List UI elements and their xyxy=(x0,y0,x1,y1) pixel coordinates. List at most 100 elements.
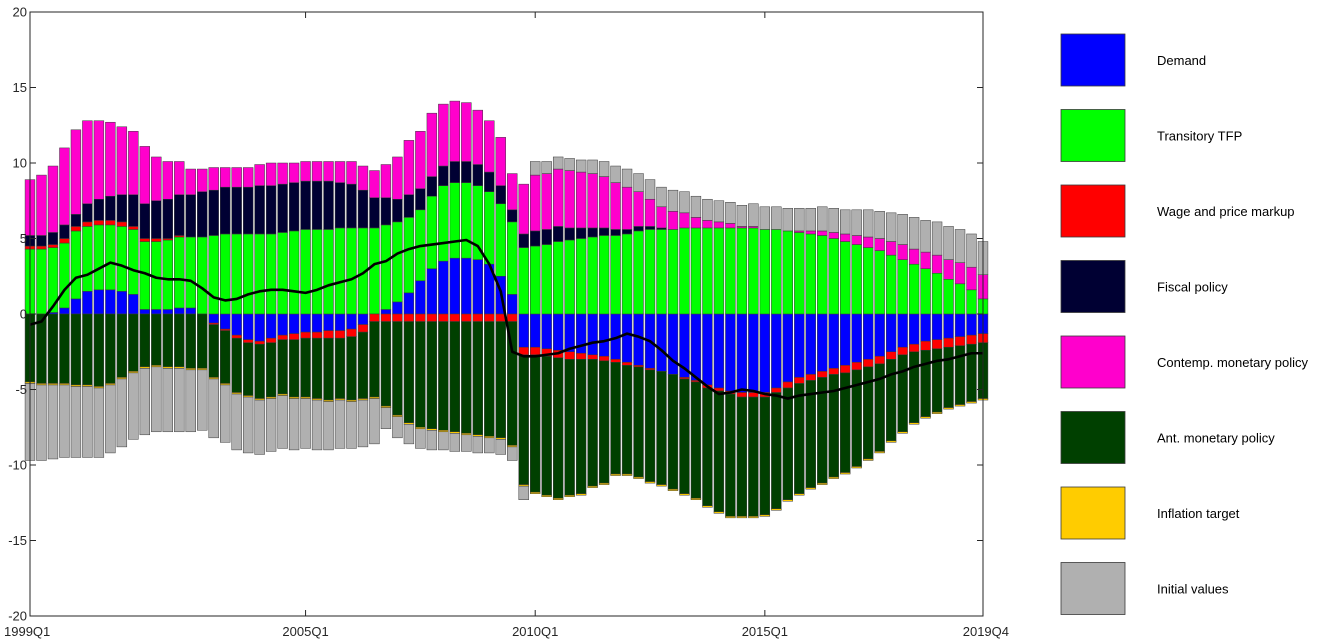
bar-segment-fiscal-policy-33 xyxy=(403,194,415,218)
bar-segment-wage-and-price-markup-50 xyxy=(598,356,610,362)
bar-segment-fiscal-policy-53 xyxy=(633,226,644,232)
bar-segment-demand-75 xyxy=(885,313,897,352)
bar-segment-initial-values-3 xyxy=(59,384,70,458)
bar-segment-ant-monetary-policy-40 xyxy=(484,321,495,437)
bar-segment-fiscal-policy-34 xyxy=(415,188,426,211)
bar-segment-inflation-target-61 xyxy=(725,516,736,519)
bar-segment-demand-5 xyxy=(82,291,93,315)
bar-segment-transitory-tfp-33 xyxy=(403,217,415,294)
bar-segment-initial-values-30 xyxy=(369,398,380,445)
bar-segment-wage-and-price-markup-23 xyxy=(288,333,300,340)
bar-segment-transitory-tfp-48 xyxy=(575,238,587,315)
bar-segment-transitory-tfp-26 xyxy=(323,229,334,315)
legend-swatch-contemp-monetary-policy xyxy=(1060,335,1126,389)
bar-segment-transitory-tfp-32 xyxy=(392,221,403,303)
bar-segment-transitory-tfp-35 xyxy=(426,195,438,269)
bar-segment-demand-50 xyxy=(598,313,610,357)
bar-segment-wage-and-price-markup-21 xyxy=(265,337,277,343)
bar-segment-initial-values-59 xyxy=(702,198,713,221)
bar-segment-transitory-tfp-77 xyxy=(908,263,920,315)
bar-segment-transitory-tfp-71 xyxy=(840,241,851,315)
bar-segment-initial-values-1 xyxy=(36,384,47,461)
bar-segment-fiscal-policy-25 xyxy=(311,180,323,230)
bar-segment-contemp-monetary-policy-52 xyxy=(621,186,633,230)
bar-segment-wage-and-price-markup-48 xyxy=(575,353,587,360)
bar-segment-transitory-tfp-15 xyxy=(197,236,208,315)
bar-segment-transitory-tfp-9 xyxy=(128,229,139,295)
bar-segment-initial-values-35 xyxy=(426,430,438,451)
bar-segment-fiscal-policy-15 xyxy=(197,191,208,238)
bar-segment-wage-and-price-markup-2 xyxy=(47,244,59,248)
bar-segment-initial-values-13 xyxy=(174,368,185,433)
bar-segment-contemp-monetary-policy-27 xyxy=(334,161,346,183)
bar-segment-initial-values-32 xyxy=(392,416,403,439)
bar-segment-fiscal-policy-54 xyxy=(644,226,656,230)
bar-segment-contemp-monetary-policy-75 xyxy=(885,241,897,256)
bar-segment-contemp-monetary-policy-19 xyxy=(242,167,254,188)
bar-segment-transitory-tfp-55 xyxy=(656,229,667,315)
bar-segment-transitory-tfp-8 xyxy=(116,226,128,292)
bar-segment-initial-values-7 xyxy=(105,384,116,454)
bar-segment-transitory-tfp-19 xyxy=(242,233,254,315)
bar-segment-transitory-tfp-49 xyxy=(587,236,598,315)
bar-segment-demand-66 xyxy=(782,313,793,383)
bar-segment-inflation-target-49 xyxy=(587,485,598,488)
bar-segment-contemp-monetary-policy-17 xyxy=(220,167,231,188)
bar-segment-inflation-target-55 xyxy=(656,484,667,487)
bar-segment-wage-and-price-markup-30 xyxy=(369,313,380,322)
bar-segment-fiscal-policy-41 xyxy=(495,185,506,205)
bar-segment-demand-76 xyxy=(897,313,908,348)
bar-segment-demand-12 xyxy=(162,309,173,315)
bar-segment-demand-11 xyxy=(151,309,162,315)
bar-segment-contemp-monetary-policy-28 xyxy=(346,161,357,185)
bar-segment-initial-values-47 xyxy=(564,158,575,171)
bar-segment-ant-monetary-policy-24 xyxy=(300,337,311,398)
bar-segment-transitory-tfp-63 xyxy=(748,227,759,315)
bar-segment-contemp-monetary-policy-37 xyxy=(449,100,461,162)
bar-segment-ant-monetary-policy-41 xyxy=(495,321,506,439)
bar-segment-ant-monetary-policy-55 xyxy=(656,371,667,485)
bar-segment-contemp-monetary-policy-11 xyxy=(151,156,162,202)
bar-segment-wage-and-price-markup-11 xyxy=(151,238,162,242)
bar-segment-transitory-tfp-80 xyxy=(943,279,954,315)
bar-segment-demand-60 xyxy=(713,313,725,389)
bar-segment-demand-29 xyxy=(357,313,369,325)
bar-segment-transitory-tfp-47 xyxy=(564,239,575,315)
bar-segment-inflation-target-69 xyxy=(817,482,828,485)
bar-segment-ant-monetary-policy-7 xyxy=(105,313,116,384)
legend-label-contemp-monetary-policy: Contemp. monetary policy xyxy=(1157,355,1309,370)
bar-segment-transitory-tfp-50 xyxy=(598,235,610,315)
bar-segment-demand-67 xyxy=(794,313,805,378)
bar-segment-contemp-monetary-policy-23 xyxy=(288,162,300,183)
bar-segment-inflation-target-50 xyxy=(598,482,610,485)
bar-segment-initial-values-18 xyxy=(231,393,242,451)
bar-segment-initial-values-34 xyxy=(415,428,426,449)
bar-segment-ant-monetary-policy-44 xyxy=(530,354,541,493)
bar-segment-fiscal-policy-42 xyxy=(507,209,518,223)
bar-segment-ant-monetary-policy-78 xyxy=(920,349,931,417)
bar-segment-demand-61 xyxy=(725,313,736,392)
bar-segment-transitory-tfp-1 xyxy=(36,248,47,315)
bar-segment-demand-72 xyxy=(851,313,862,363)
bar-segment-contemp-monetary-policy-53 xyxy=(633,191,644,227)
bar-segment-wage-and-price-markup-75 xyxy=(885,351,897,360)
bar-segment-contemp-monetary-policy-8 xyxy=(116,126,128,195)
bar-segment-transitory-tfp-82 xyxy=(966,289,977,315)
bar-segment-inflation-target-58 xyxy=(690,497,702,500)
bar-segment-demand-36 xyxy=(438,260,449,315)
bar-segment-demand-55 xyxy=(656,313,667,372)
bar-segment-contemp-monetary-policy-82 xyxy=(966,266,977,291)
bar-segment-wage-and-price-markup-81 xyxy=(954,336,966,346)
bar-segment-inflation-target-71 xyxy=(840,472,851,475)
bar-segment-demand-53 xyxy=(633,313,644,366)
bar-segment-wage-and-price-markup-52 xyxy=(621,362,633,366)
bar-segment-contemp-monetary-policy-74 xyxy=(874,238,885,251)
bar-segment-ant-monetary-policy-47 xyxy=(564,359,575,496)
bar-segment-demand-22 xyxy=(277,313,288,336)
bar-segment-initial-values-26 xyxy=(323,401,334,451)
bar-segment-inflation-target-78 xyxy=(920,416,931,419)
bar-segment-transitory-tfp-38 xyxy=(461,182,472,259)
bar-segment-inflation-target-65 xyxy=(771,508,782,511)
bar-segment-wage-and-price-markup-72 xyxy=(851,362,862,371)
